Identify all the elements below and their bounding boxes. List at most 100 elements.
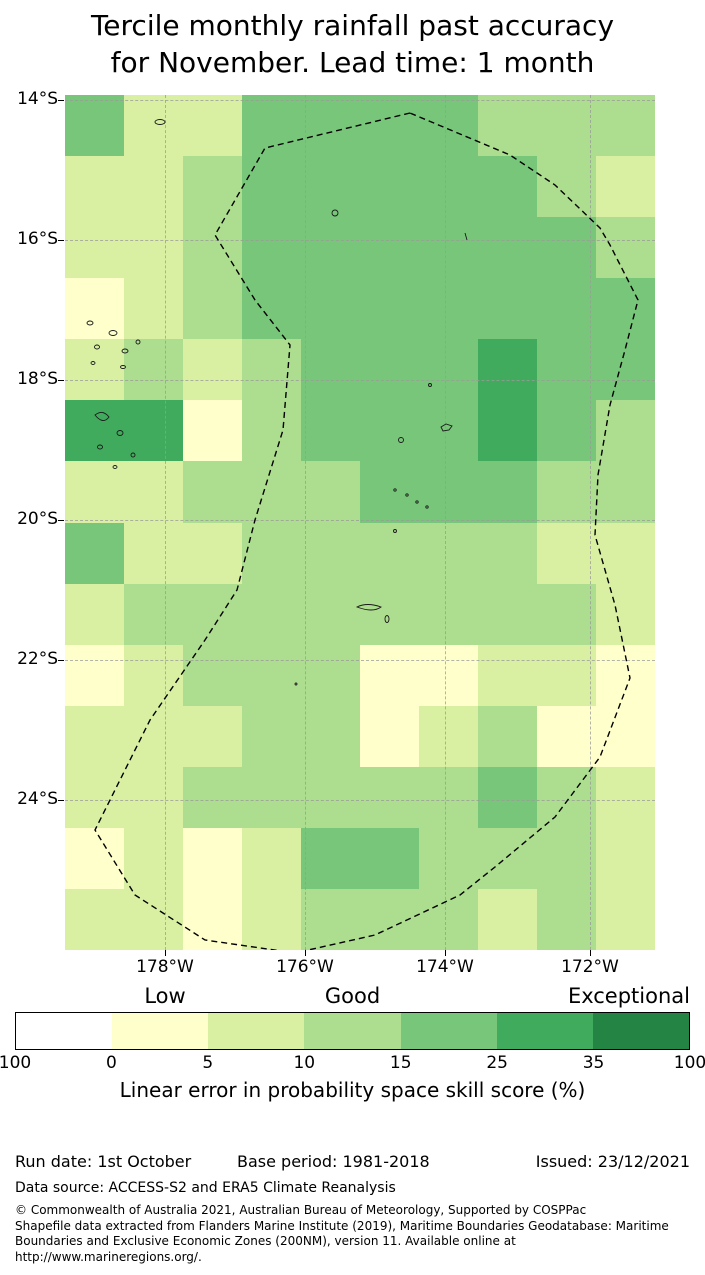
heatmap-cell	[419, 95, 478, 157]
axis-tick	[590, 950, 591, 956]
axis-tick	[445, 950, 446, 956]
lat-tick-label: 16°S	[17, 229, 58, 249]
colorbar-tick-label: 100	[0, 1053, 32, 1073]
heatmap-cell	[478, 400, 537, 462]
heatmap-cell	[242, 156, 301, 218]
heatmap-cell	[124, 156, 183, 218]
heatmap-cell	[596, 827, 655, 889]
heatmap-cell	[65, 278, 124, 340]
heatmap-cell	[596, 278, 655, 340]
data-source-text: Data source: ACCESS-S2 and ERA5 Climate …	[15, 1180, 396, 1196]
heatmap-cell	[537, 644, 596, 706]
heatmap-cell	[65, 766, 124, 828]
lat-tick-label: 22°S	[17, 649, 58, 669]
heatmap-cell	[419, 888, 478, 950]
island-outlines	[86, 119, 468, 686]
heatmap-cell	[65, 217, 124, 279]
heatmap-cell	[124, 95, 183, 157]
gridline-horizontal	[65, 800, 655, 801]
copyright-line2: Shapefile data extracted from Flanders M…	[15, 1218, 669, 1264]
heatmap-cell	[242, 827, 301, 889]
heatmap-cell	[183, 278, 242, 340]
eez-boundary-outline	[94, 112, 639, 950]
colorbar-segment	[496, 1013, 593, 1049]
heatmap-cell	[537, 827, 596, 889]
colorbar-tick-label: 100	[673, 1053, 705, 1073]
gridline-vertical	[305, 95, 306, 950]
heatmap-cell	[596, 644, 655, 706]
heatmap-cell	[301, 583, 360, 645]
gridline-vertical	[445, 95, 446, 950]
heatmap-cell	[301, 766, 360, 828]
heatmap-cell	[301, 522, 360, 584]
axis-tick	[58, 800, 64, 801]
heatmap-cell	[360, 461, 419, 523]
chart-title-line1: Tercile monthly rainfall past accuracy	[90, 9, 615, 42]
lat-tick-label: 18°S	[17, 369, 58, 389]
heatmap-cell	[65, 522, 124, 584]
heatmap-grid	[65, 95, 655, 950]
heatmap-cell	[478, 644, 537, 706]
heatmap-cell	[537, 461, 596, 523]
heatmap-cell	[183, 888, 242, 950]
heatmap-cell	[301, 339, 360, 401]
heatmap-cell	[360, 583, 419, 645]
gridline-horizontal	[65, 240, 655, 241]
lon-tick-label: 172°W	[561, 957, 619, 977]
colorbar-tick-label: 0	[106, 1053, 117, 1073]
colorbar-segment	[304, 1013, 401, 1049]
heatmap-cell	[596, 95, 655, 157]
axis-tick	[58, 240, 64, 241]
chart-title: Tercile monthly rainfall past accuracy f…	[0, 8, 705, 82]
heatmap-cell	[124, 766, 183, 828]
heatmap-cell	[183, 766, 242, 828]
colorbar-tick-label: 10	[293, 1053, 316, 1073]
lon-tick-label: 178°W	[136, 957, 194, 977]
heatmap-cell	[478, 339, 537, 401]
heatmap-cell	[183, 461, 242, 523]
heatmap-cell	[419, 644, 478, 706]
heatmap-cell	[478, 888, 537, 950]
heatmap-cell	[537, 217, 596, 279]
heatmap-cell	[360, 644, 419, 706]
heatmap-cell	[124, 461, 183, 523]
lon-tick-label: 174°W	[416, 957, 474, 977]
map-area	[65, 95, 655, 950]
heatmap-cell	[537, 705, 596, 767]
base-period-text: Base period: 1981-2018	[237, 1152, 430, 1171]
heatmap-cell	[242, 766, 301, 828]
colorbar-segment	[208, 1013, 305, 1049]
heatmap-cell	[183, 217, 242, 279]
heatmap-cell	[183, 339, 242, 401]
colorbar-tick-label: 5	[202, 1053, 214, 1073]
heatmap-cell	[478, 522, 537, 584]
heatmap-cell	[596, 156, 655, 218]
heatmap-cell	[478, 766, 537, 828]
heatmap-cell	[478, 217, 537, 279]
heatmap-cell	[65, 461, 124, 523]
heatmap-cell	[419, 461, 478, 523]
heatmap-cell	[478, 583, 537, 645]
heatmap-cell	[537, 339, 596, 401]
heatmap-cell	[301, 888, 360, 950]
heatmap-cell	[419, 705, 478, 767]
colorbar-category-good: Good	[324, 984, 381, 1008]
heatmap-cell	[242, 705, 301, 767]
heatmap-cell	[65, 705, 124, 767]
heatmap-cell	[301, 217, 360, 279]
heatmap-cell	[537, 156, 596, 218]
heatmap-cell	[360, 400, 419, 462]
heatmap-cell	[596, 766, 655, 828]
colorbar	[15, 1012, 690, 1050]
heatmap-cell	[242, 217, 301, 279]
gridline-horizontal	[65, 660, 655, 661]
heatmap-cell	[360, 95, 419, 157]
heatmap-cell	[65, 95, 124, 157]
gridline-horizontal	[65, 100, 655, 101]
axis-tick	[58, 520, 64, 521]
colorbar-category-exceptional: Exceptional	[567, 984, 690, 1008]
heatmap-cell	[242, 278, 301, 340]
heatmap-cell	[419, 583, 478, 645]
heatmap-cell	[419, 156, 478, 218]
